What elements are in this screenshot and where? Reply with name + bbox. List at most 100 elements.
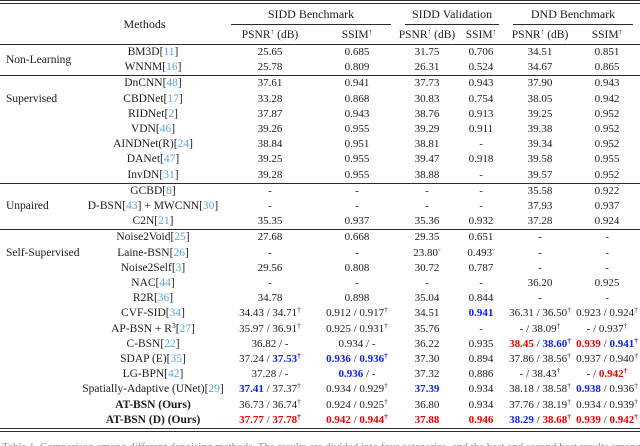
value-cell: 38.76 [398,107,456,122]
value-cell: 0.937 / 0.940† [574,352,640,367]
value-cell: 0.685 [316,45,398,61]
value-cell: 0.912 / 0.917† [316,306,398,321]
superscript-mark: † [297,351,301,361]
text-run: - [268,184,272,197]
citation-link[interactable]: 44 [159,277,171,290]
value-cell: 0.934 / - [316,337,398,352]
value-cell: 0.952 [574,168,640,184]
citation-link[interactable]: 22 [164,337,176,350]
citation-link[interactable]: 8 [166,184,172,197]
method-name: GCBD[8] [82,182,224,200]
citation-link[interactable]: 35 [170,353,183,366]
table-row: LG-BPN[42] 37.28 / - 0.936 / - 37.32 0.886 - … [0,367,640,382]
citation-link[interactable]: 21 [158,215,170,228]
value-cell: - [506,229,575,246]
method-name: DANet[47] [126,153,180,166]
text-run: 0.939 [576,337,601,350]
text-run: PSNR [398,28,428,41]
text-run: 30.72 [414,261,440,274]
citation-link[interactable]: 46 [159,123,172,136]
text-run: 36.31 / 36.50 [509,307,568,320]
citation-link[interactable]: 43 [126,200,138,213]
citation-link[interactable]: 36 [157,292,170,305]
value-cell: - [456,137,506,152]
text-run: 0.941 [344,77,370,90]
citation-link[interactable]: 26 [173,246,185,259]
citation-link[interactable]: 34 [169,307,182,320]
citation-link[interactable]: 47 [163,153,176,166]
text-run: - [425,277,429,290]
value-cell: 0.524 [456,60,506,76]
value-cell: 35.35 [224,214,316,230]
text-run: Noise2Void [116,231,171,244]
value-cell: - [224,199,316,214]
text-run: 37.77 [239,413,264,426]
value-cell: 0.898 [316,291,398,306]
text-run: 35.35 [257,215,283,228]
text-run: - / 0.937 [586,322,624,335]
col-group-label: SIDD Validation [405,5,500,25]
citation-link[interactable]: 16 [166,61,178,74]
text-run: 0.937 / 0.940 [576,353,635,366]
table-row: Spatially-Adaptive (UNet)[29] 37.41 / 37.… [0,382,640,397]
citation-link[interactable]: 11 [163,46,175,58]
text-run: AT-BSN (D) (Ours) [105,413,201,426]
value-cell: 39.57 [506,168,574,184]
citation-link[interactable]: 48 [166,77,178,90]
col-header-psnr-sidd-validation: PSNR↑ (dB) [398,25,457,45]
method-name: Noise2Self[3] [120,261,186,274]
value-cell: 39.25 [224,152,316,167]
table-row: C2N[21] 35.35 0.937 35.36 0.932 37.28 0.924 [0,214,640,230]
text-run: - [268,200,272,213]
method-name: LG-BPN[42] [122,368,184,381]
table-caption: Table 1. Comparison among different deno… [0,435,640,446]
text-run: - [605,231,609,244]
citation-link[interactable]: 17 [167,92,179,105]
table-row: CVF-SID[34] 34.43 / 34.71† 0.912 / 0.917† 3… [0,306,640,321]
text-run: 37.93 [527,200,553,213]
citation-link[interactable]: 2 [168,107,175,120]
text-run: (dB) [274,28,299,41]
value-cell: 0.932 [456,214,506,230]
text-run: 37.76 / 38.19 [509,398,568,411]
text-run: 39.28 [257,168,283,181]
text-run: 0.943 [594,77,620,90]
value-cell: 0.925 / 0.931† [316,321,398,337]
text-run: 0.934 [468,383,494,396]
text-run: 0.706 [468,46,494,58]
superscript-mark: † [384,396,388,406]
citation-link[interactable]: 27 [179,322,192,335]
text-run: 38.45 [509,337,534,350]
citation-link[interactable]: 30 [202,200,215,213]
text-run: 35.04 [414,292,440,305]
text-run: - [479,184,483,197]
text-run: 0.935 [468,337,494,350]
citation-link[interactable]: 29 [208,383,220,396]
value-cell: 33.28 [224,92,316,107]
text-run: 0.923 / 0.924 [576,307,635,320]
category-label: Unpaired [0,182,82,230]
superscript-mark: † [623,320,628,330]
superscript-mark: † [634,411,638,421]
text-run: 0.898 [344,292,370,305]
text-run: 0.955 [344,123,370,136]
text-run: 30.83 [414,92,440,105]
value-cell: 37.90 [506,75,575,92]
citation-link[interactable]: 3 [175,261,182,274]
table-row: Self-Supervised Noise2Void[25] 27.68 0.668 2… [0,229,640,429]
citation-link[interactable]: 24 [177,138,190,151]
value-cell: 36.73 / 36.74† [224,397,316,413]
value-cell: 37.61 [224,75,316,92]
value-cell: 38.81 [398,137,456,152]
value-cell: 30.83 [398,92,456,107]
citation-link[interactable]: 42 [168,368,180,381]
value-cell: 0.955 [316,122,398,137]
citation-link[interactable]: 31 [163,168,175,181]
value-cell: 37.76 / 38.19† [506,397,574,413]
citation-link[interactable]: 25 [174,231,186,244]
text-run: 0.685 [344,46,370,58]
text-run: (dB) [544,28,569,41]
value-cell: 0.894 [456,352,506,367]
value-cell: - [316,199,398,214]
text-run: / [350,353,360,366]
